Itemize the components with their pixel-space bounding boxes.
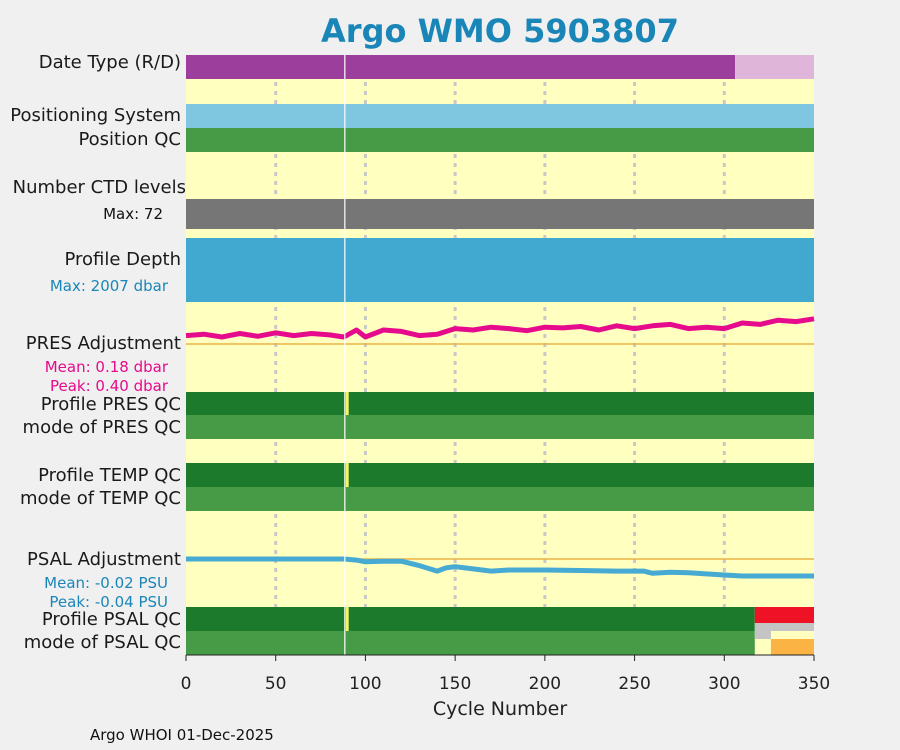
footer-credit: Argo WHOI 01-Dec-2025 — [90, 726, 274, 744]
label-mode-psal-qc: mode of PSAL QC — [23, 632, 181, 653]
label-pres-mean: Mean: 0.18 dbar — [44, 358, 168, 376]
plot-background — [186, 55, 814, 655]
label-positioning-system: Positioning System — [10, 105, 181, 126]
qc-flag-mark — [345, 463, 349, 487]
pres-mode-bar — [186, 415, 814, 439]
label-profile-temp-qc: Profile TEMP QC — [38, 465, 181, 486]
date-type-bar — [735, 55, 814, 79]
label-psal-peak: Peak: -0.04 PSU — [49, 593, 168, 611]
ctd-levels-bar — [186, 199, 814, 229]
positioning-system-bar — [186, 104, 814, 128]
label-profile-pres-qc: Profile PRES QC — [40, 394, 181, 415]
label-profile-depth: Profile Depth — [64, 249, 181, 270]
label-pres-peak: Peak: 0.40 dbar — [49, 377, 168, 395]
x-tick-label: 0 — [180, 674, 192, 694]
x-tick-label: 300 — [708, 674, 741, 694]
psal-mode-bar — [770, 639, 814, 655]
psal-qc-bar — [754, 623, 814, 631]
psal-qc-bar — [754, 607, 814, 623]
psal-qc-bar — [186, 607, 755, 631]
label-pres-adjustment: PRES Adjustment — [25, 333, 181, 354]
psal-mode-bar — [754, 631, 771, 639]
pres-qc-bar — [186, 392, 814, 415]
label-ctd-levels: Number CTD levels — [12, 177, 186, 198]
x-tick-label: 250 — [618, 674, 651, 694]
x-tick-label: 150 — [438, 674, 472, 694]
qc-flag-mark — [345, 607, 349, 631]
profile-depth-bar — [186, 238, 814, 302]
psal-adjustment-line — [186, 556, 814, 579]
label-ctd-max: Max: 72 — [103, 205, 163, 223]
label-date-type: Date Type (R/D) — [38, 52, 181, 73]
label-position-qc: Position QC — [78, 129, 181, 150]
temp-qc-bar — [186, 463, 814, 487]
date-type-bar — [186, 55, 736, 79]
position-qc-bar — [186, 128, 814, 152]
temp-mode-bar — [186, 487, 814, 511]
psal-mode-bar — [186, 631, 755, 655]
label-depth-max: Max: 2007 dbar — [49, 277, 168, 295]
label-mode-temp-qc: mode of TEMP QC — [19, 488, 181, 509]
x-axis-label: Cycle Number — [432, 698, 568, 720]
x-tick-label: 50 — [264, 674, 287, 694]
x-tick-label: 350 — [797, 674, 831, 694]
label-psal-mean: Mean: -0.02 PSU — [44, 574, 168, 592]
x-tick-label: 100 — [349, 674, 382, 694]
qc-flag-mark — [345, 392, 349, 415]
chart-title: Argo WMO 5903807 — [321, 12, 679, 50]
pres-adjustment-line — [185, 316, 815, 340]
label-mode-pres-qc: mode of PRES QC — [22, 417, 181, 438]
label-psal-adjustment: PSAL Adjustment — [26, 549, 181, 570]
label-profile-psal-qc: Profile PSAL QC — [41, 609, 181, 630]
x-tick-label: 200 — [528, 674, 562, 694]
